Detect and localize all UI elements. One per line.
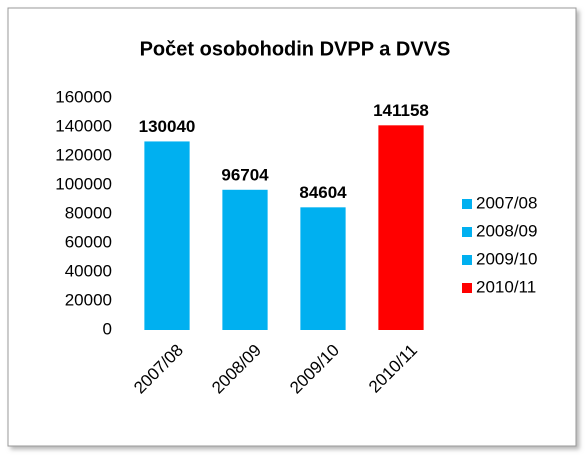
bar — [300, 207, 346, 330]
y-tick-label: 0 — [103, 319, 112, 338]
data-label: 141158 — [373, 101, 429, 120]
y-tick-label: 60000 — [65, 232, 112, 251]
legend-swatch — [462, 283, 472, 293]
legend-label: 2009/10 — [476, 249, 537, 268]
legend-label: 2007/08 — [476, 193, 537, 212]
data-label: 84604 — [299, 183, 347, 202]
y-tick-label: 40000 — [65, 261, 112, 280]
data-label: 96704 — [221, 165, 269, 184]
bar — [222, 189, 268, 330]
legend-label: 2008/09 — [476, 221, 537, 240]
y-tick-label: 160000 — [55, 87, 112, 106]
legend-swatch — [462, 227, 472, 237]
chart-title: Počet osobohodin DVPP a DVVS — [140, 38, 451, 60]
legend-swatch — [462, 199, 472, 209]
y-tick-label: 80000 — [65, 203, 112, 222]
chart-frame — [7, 7, 577, 447]
y-tick-label: 100000 — [55, 174, 112, 193]
legend-swatch — [462, 255, 472, 265]
data-label: 130040 — [139, 117, 196, 136]
y-tick-label: 20000 — [65, 290, 112, 309]
legend-label: 2010/11 — [476, 277, 536, 296]
bar — [378, 125, 424, 331]
y-tick-label: 140000 — [55, 116, 112, 135]
y-tick-label: 120000 — [55, 145, 112, 164]
bar — [144, 141, 190, 330]
